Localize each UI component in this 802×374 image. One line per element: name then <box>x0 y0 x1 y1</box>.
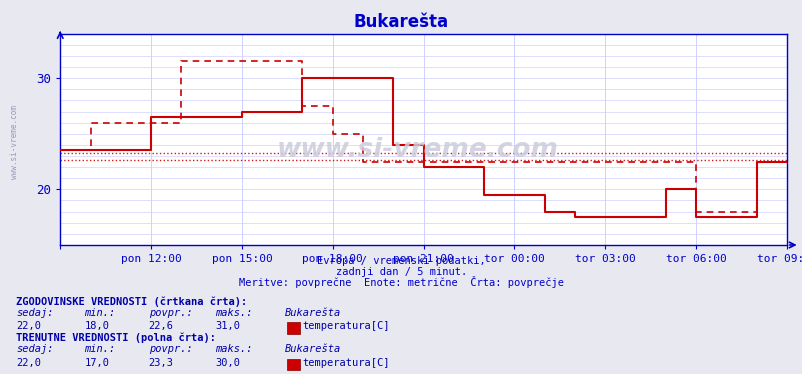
Text: Bukarešta: Bukarešta <box>285 344 341 354</box>
Text: ZGODOVINSKE VREDNOSTI (črtkana črta):: ZGODOVINSKE VREDNOSTI (črtkana črta): <box>16 296 247 307</box>
Text: sedaj:: sedaj: <box>16 308 54 318</box>
Text: temperatura[C]: temperatura[C] <box>302 358 390 368</box>
Text: zadnji dan / 5 minut.: zadnji dan / 5 minut. <box>335 267 467 277</box>
Text: Bukarešta: Bukarešta <box>354 13 448 31</box>
Text: www.si-vreme.com: www.si-vreme.com <box>10 105 19 179</box>
Text: min.:: min.: <box>84 308 115 318</box>
Text: temperatura[C]: temperatura[C] <box>302 321 390 331</box>
Text: 22,0: 22,0 <box>16 321 41 331</box>
Text: Evropa / vremenski podatki,: Evropa / vremenski podatki, <box>317 256 485 266</box>
Text: povpr.:: povpr.: <box>148 344 192 354</box>
Text: www.si-vreme.com: www.si-vreme.com <box>276 137 558 163</box>
Text: maks.:: maks.: <box>215 344 253 354</box>
Text: 22,6: 22,6 <box>148 321 173 331</box>
Text: Meritve: povprečne  Enote: metrične  Črta: povprečje: Meritve: povprečne Enote: metrične Črta:… <box>239 276 563 288</box>
Text: TRENUTNE VREDNOSTI (polna črta):: TRENUTNE VREDNOSTI (polna črta): <box>16 332 216 343</box>
Text: maks.:: maks.: <box>215 308 253 318</box>
Text: povpr.:: povpr.: <box>148 308 192 318</box>
Text: sedaj:: sedaj: <box>16 344 54 354</box>
Text: 18,0: 18,0 <box>84 321 109 331</box>
Text: 22,0: 22,0 <box>16 358 41 368</box>
Text: Bukarešta: Bukarešta <box>285 308 341 318</box>
Text: 30,0: 30,0 <box>215 358 240 368</box>
Text: 31,0: 31,0 <box>215 321 240 331</box>
Text: 23,3: 23,3 <box>148 358 173 368</box>
Text: min.:: min.: <box>84 344 115 354</box>
Text: 17,0: 17,0 <box>84 358 109 368</box>
